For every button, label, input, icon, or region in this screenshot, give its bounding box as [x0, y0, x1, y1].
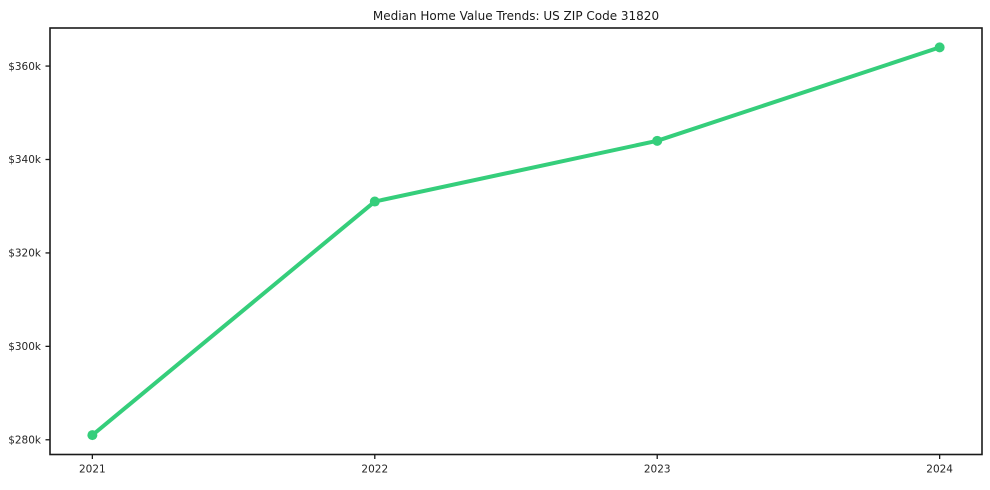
x-tick-label: 2021: [79, 464, 106, 476]
data-point-marker: [652, 135, 663, 146]
data-point-marker: [87, 430, 98, 441]
y-tick-label: $280k: [8, 434, 42, 446]
data-point-marker: [934, 42, 945, 53]
y-tick-label: $340k: [8, 154, 42, 166]
chart-title: Median Home Value Trends: US ZIP Code 31…: [372, 9, 660, 23]
y-tick-label: $360k: [8, 61, 42, 73]
y-tick-label: $320k: [8, 248, 42, 260]
x-tick-label: 2023: [644, 464, 671, 476]
axes-frame: [49, 27, 983, 456]
y-tick-label: $300k: [8, 341, 42, 353]
line-series: [90, 45, 942, 438]
data-point-marker: [369, 196, 380, 207]
x-tick-label: 2022: [361, 464, 388, 476]
x-tick-label: 2024: [926, 464, 953, 476]
